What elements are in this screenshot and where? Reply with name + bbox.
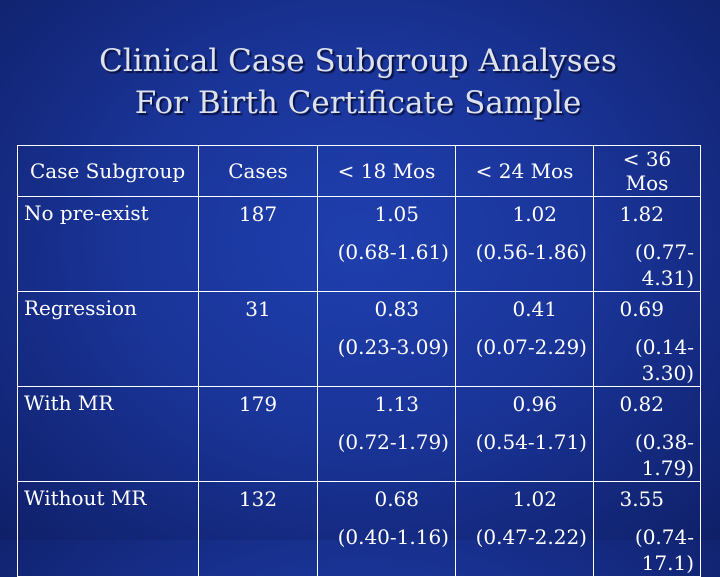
odds-ratio: 1.05 — [374, 202, 419, 226]
confidence-interval: (0.74-17.1) — [634, 525, 694, 575]
cell-18-mos: 1.13 (0.72-1.79) — [317, 386, 456, 482]
row-subgroup-label: Without MR — [17, 481, 199, 577]
cell-24-mos: 1.02 (0.56-1.86) — [455, 196, 594, 292]
table-row: Without MR 132 0.68 (0.40-1.16) 1.02 (0.47… — [17, 481, 701, 577]
header-cases: Cases — [198, 145, 318, 197]
cases-value: 31 — [245, 297, 271, 321]
table-row: With MR 179 1.13 (0.72-1.79) 0.96 (0.54-1.… — [17, 386, 701, 482]
odds-ratio: 3.55 — [619, 487, 664, 511]
row-cases: 132 — [198, 481, 318, 577]
header-36-mos: < 36 Mos — [593, 145, 701, 197]
header-case-subgroup: Case Subgroup — [17, 145, 199, 197]
row-subgroup-label: No pre-exist — [17, 196, 199, 292]
slide-title: Clinical Case Subgroup Analyses For Birt… — [0, 40, 716, 124]
cell-24-mos: 0.96 (0.54-1.71) — [455, 386, 594, 482]
cell-36-mos: 3.55 (0.74-17.1) — [593, 481, 701, 577]
cell-18-mos: 0.83 (0.23-3.09) — [317, 291, 456, 387]
confidence-interval: (0.40-1.16) — [337, 525, 449, 549]
odds-ratio: 0.96 — [512, 392, 557, 416]
cell-18-mos: 0.68 (0.40-1.16) — [317, 481, 456, 577]
row-subgroup-label: With MR — [17, 386, 199, 482]
cell-24-mos: 0.41 (0.07-2.29) — [455, 291, 594, 387]
odds-ratio: 0.68 — [374, 487, 419, 511]
header-24-mos: < 24 Mos — [455, 145, 594, 197]
odds-ratio: 1.02 — [512, 202, 557, 226]
header-18-mos: < 18 Mos — [317, 145, 456, 197]
odds-ratio: 0.69 — [619, 297, 664, 321]
slide-title-line-1: Clinical Case Subgroup Analyses — [99, 43, 617, 79]
table-header-row: Case Subgroup Cases < 18 Mos < 24 Mos < … — [17, 145, 701, 197]
slide-title-line-2: For Birth Certificate Sample — [134, 85, 582, 121]
confidence-interval: (0.68-1.61) — [337, 240, 449, 264]
confidence-interval: (0.72-1.79) — [337, 430, 449, 454]
odds-ratio: 0.41 — [512, 297, 557, 321]
confidence-interval: (0.38-1.79) — [634, 430, 694, 480]
row-subgroup-label: Regression — [17, 291, 199, 387]
row-cases: 31 — [198, 291, 318, 387]
table-row: Regression 31 0.83 (0.23-3.09) 0.41 (0.07-… — [17, 291, 701, 387]
row-cases: 187 — [198, 196, 318, 292]
cases-value: 187 — [238, 202, 278, 226]
cell-36-mos: 0.69 (0.14-3.30) — [593, 291, 701, 387]
table-row: No pre-exist 187 1.05 (0.68-1.61) 1.02 (0.… — [17, 196, 701, 292]
confidence-interval: (0.07-2.29) — [475, 335, 587, 359]
odds-ratio: 0.82 — [619, 392, 664, 416]
confidence-interval: (0.54-1.71) — [475, 430, 587, 454]
cases-value: 179 — [238, 392, 278, 416]
confidence-interval: (0.77-4.31) — [634, 240, 694, 290]
confidence-interval: (0.47-2.22) — [475, 525, 587, 549]
odds-ratio: 1.02 — [512, 487, 557, 511]
cell-18-mos: 1.05 (0.68-1.61) — [317, 196, 456, 292]
cases-value: 132 — [238, 487, 278, 511]
subgroup-analysis-table: Case Subgroup Cases < 18 Mos < 24 Mos < … — [17, 145, 701, 577]
confidence-interval: (0.14-3.30) — [634, 335, 694, 385]
odds-ratio: 0.83 — [374, 297, 419, 321]
odds-ratio: 1.13 — [374, 392, 419, 416]
row-cases: 179 — [198, 386, 318, 482]
cell-24-mos: 1.02 (0.47-2.22) — [455, 481, 594, 577]
odds-ratio: 1.82 — [619, 202, 664, 226]
confidence-interval: (0.23-3.09) — [337, 335, 449, 359]
confidence-interval: (0.56-1.86) — [475, 240, 587, 264]
cell-36-mos: 0.82 (0.38-1.79) — [593, 386, 701, 482]
cell-36-mos: 1.82 (0.77-4.31) — [593, 196, 701, 292]
